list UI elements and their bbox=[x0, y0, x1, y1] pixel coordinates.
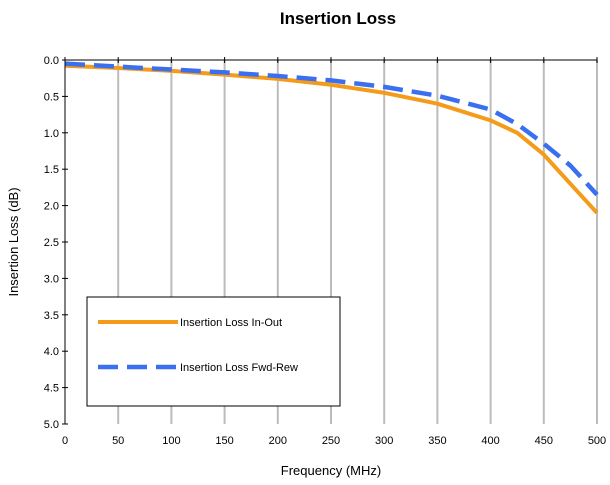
y-tick-label-1.0: 1.0 bbox=[44, 128, 59, 140]
legend-label-fwd-rew: Insertion Loss Fwd-Rew bbox=[180, 362, 298, 374]
x-axis-title: Frequency (MHz) bbox=[281, 463, 381, 478]
gridlines bbox=[117, 60, 598, 424]
legend-box bbox=[86, 296, 341, 407]
x-tick-label-150: 150 bbox=[215, 435, 233, 447]
series-lines bbox=[64, 61, 599, 215]
y-tick-label-3.0: 3.0 bbox=[44, 273, 59, 285]
x-tick-label-300: 300 bbox=[375, 435, 393, 447]
y-tick-label-4.0: 4.0 bbox=[44, 346, 59, 358]
x-tick-label-50: 50 bbox=[112, 435, 124, 447]
x-tick-label-350: 350 bbox=[428, 435, 446, 447]
y-tick-label-0.5: 0.5 bbox=[44, 91, 59, 103]
y-tick-label-1.5: 1.5 bbox=[44, 164, 59, 176]
x-tick-label-400: 400 bbox=[481, 435, 499, 447]
y-axis-title: Insertion Loss (dB) bbox=[6, 187, 21, 296]
y-tick-label-3.5: 3.5 bbox=[44, 310, 59, 322]
y-tick-label-2.5: 2.5 bbox=[44, 237, 59, 249]
x-tick-label-250: 250 bbox=[322, 435, 340, 447]
x-tick-label-200: 200 bbox=[269, 435, 287, 447]
chart-title: Insertion Loss bbox=[280, 9, 396, 28]
x-tick-label-100: 100 bbox=[162, 435, 180, 447]
x-tick-label-450: 450 bbox=[535, 435, 553, 447]
legend: Insertion Loss In-Out Insertion Loss Fwd… bbox=[86, 296, 341, 407]
tick-labels: 0 50 100 150 200 250 300 350 400 450 500 0.0 0.5 1.0 1… bbox=[44, 55, 606, 447]
legend-label-in-out: Insertion Loss In-Out bbox=[180, 317, 282, 329]
y-tick-label-4.5: 4.5 bbox=[44, 383, 59, 395]
x-tick-label-500: 500 bbox=[588, 435, 606, 447]
y-tick-label-2.0: 2.0 bbox=[44, 201, 59, 213]
axes bbox=[62, 57, 598, 425]
x-tick-label-0: 0 bbox=[62, 435, 68, 447]
series-line-fwd-rew bbox=[64, 61, 599, 197]
y-tick-label-5.0: 5.0 bbox=[44, 419, 59, 431]
y-tick-label-0.0: 0.0 bbox=[44, 55, 59, 67]
